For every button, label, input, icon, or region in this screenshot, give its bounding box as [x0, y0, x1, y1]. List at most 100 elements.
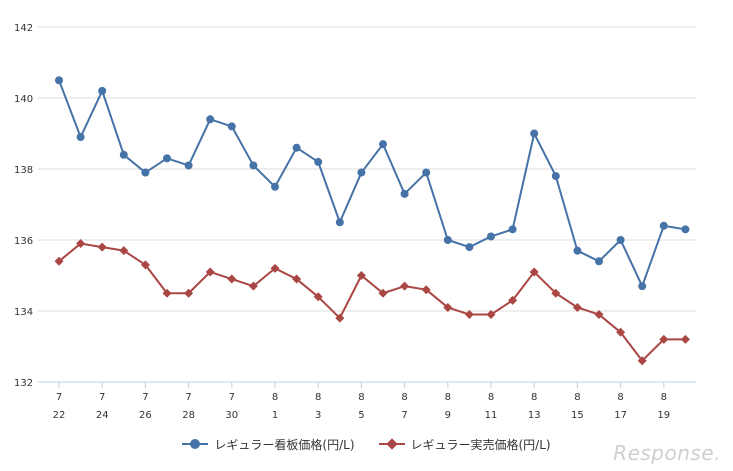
- data-point[interactable]: [119, 150, 128, 159]
- data-point[interactable]: [76, 133, 85, 142]
- data-point[interactable]: [379, 140, 387, 149]
- data-point[interactable]: [573, 246, 582, 255]
- x-tick-month: 8: [358, 392, 364, 403]
- x-tick-month: 8: [272, 392, 278, 403]
- x-tick-day: 1: [272, 410, 278, 421]
- data-point[interactable]: [465, 243, 474, 252]
- data-point[interactable]: [227, 274, 237, 284]
- data-point[interactable]: [594, 310, 604, 320]
- data-point[interactable]: [508, 225, 517, 234]
- data-point[interactable]: [616, 327, 626, 337]
- x-tick-month: 7: [229, 392, 235, 403]
- legend-item-jitsubai[interactable]: レギュラー実売価格(円/L): [378, 436, 551, 453]
- series-line: [58, 79, 686, 288]
- x-tick-day: 17: [614, 410, 627, 421]
- x-tick-month: 7: [185, 392, 191, 403]
- data-point[interactable]: [313, 292, 323, 302]
- y-tick-label: 134: [14, 307, 33, 318]
- data-point[interactable]: [421, 285, 431, 295]
- data-point[interactable]: [270, 263, 280, 273]
- data-point[interactable]: [357, 168, 366, 177]
- legend-label: レギュラー看板価格(円/L): [214, 437, 355, 452]
- data-point[interactable]: [184, 288, 194, 298]
- data-point[interactable]: [206, 115, 215, 124]
- x-tick-month: 7: [56, 392, 62, 403]
- x-axis: 7 22 7 24 7 26 7 28 7 30 8 1 8 3 8 5 8 7 8 9 8 11 8 13 8 15 8 17 8 19: [53, 382, 670, 421]
- data-point[interactable]: [400, 189, 409, 198]
- x-tick-day: 5: [358, 410, 364, 421]
- data-point[interactable]: [54, 256, 64, 266]
- data-point[interactable]: [97, 242, 107, 252]
- data-point[interactable]: [529, 267, 539, 277]
- data-point[interactable]: [681, 225, 690, 234]
- x-tick-month: 8: [315, 392, 321, 403]
- data-point[interactable]: [227, 122, 236, 131]
- data-point[interactable]: [551, 288, 561, 298]
- data-point[interactable]: [163, 154, 171, 163]
- data-point[interactable]: [659, 221, 668, 230]
- data-point[interactable]: [184, 161, 193, 170]
- x-tick-month: 8: [488, 392, 494, 403]
- x-tick-day: 13: [528, 410, 541, 421]
- data-point[interactable]: [119, 246, 129, 256]
- x-tick-month: 8: [445, 392, 451, 403]
- x-tick-month: 7: [99, 392, 105, 403]
- legend-item-kanban[interactable]: レギュラー看板価格(円/L): [182, 436, 355, 453]
- data-point[interactable]: [551, 172, 560, 181]
- x-tick-month: 7: [142, 392, 148, 403]
- y-tick-label: 140: [14, 94, 33, 105]
- data-point[interactable]: [378, 288, 388, 298]
- data-point[interactable]: [508, 295, 518, 305]
- data-point[interactable]: [292, 143, 301, 152]
- data-point[interactable]: [422, 168, 431, 177]
- x-tick-month: 8: [531, 392, 537, 403]
- data-point[interactable]: [443, 302, 453, 312]
- x-tick-month: 8: [661, 392, 667, 403]
- data-point[interactable]: [314, 157, 323, 166]
- data-point[interactable]: [443, 236, 452, 244]
- data-point[interactable]: [595, 257, 603, 266]
- data-point[interactable]: [55, 76, 63, 85]
- data-point[interactable]: [335, 218, 344, 227]
- data-point[interactable]: [98, 86, 107, 95]
- series-lines: [54, 76, 690, 366]
- x-tick-day: 15: [571, 410, 584, 421]
- data-point[interactable]: [572, 302, 582, 312]
- y-tick-label: 138: [14, 165, 33, 176]
- data-point[interactable]: [486, 310, 496, 320]
- y-tick-label: 136: [14, 236, 33, 247]
- x-tick-day: 9: [445, 410, 451, 421]
- data-point[interactable]: [141, 168, 150, 177]
- data-point[interactable]: [335, 313, 345, 323]
- data-point[interactable]: [616, 236, 625, 244]
- data-point[interactable]: [356, 271, 366, 280]
- x-tick-day: 24: [96, 410, 109, 421]
- data-point[interactable]: [530, 129, 539, 138]
- data-point[interactable]: [464, 310, 474, 320]
- grid-lines: [38, 26, 696, 383]
- data-point[interactable]: [637, 356, 647, 366]
- data-point[interactable]: [162, 288, 172, 298]
- data-point[interactable]: [205, 267, 215, 277]
- data-point[interactable]: [400, 281, 410, 291]
- legend: レギュラー看板価格(円/L) レギュラー実売価格(円/L): [0, 432, 733, 456]
- y-tick-label: 142: [14, 23, 33, 34]
- data-point[interactable]: [249, 161, 258, 170]
- data-point[interactable]: [76, 239, 86, 249]
- x-tick-month: 8: [401, 392, 407, 403]
- x-tick-day: 30: [225, 410, 238, 421]
- data-point[interactable]: [659, 334, 669, 344]
- data-point[interactable]: [140, 260, 150, 270]
- y-axis-ticks: 142 140 138 136 134 132: [14, 23, 33, 389]
- x-tick-day: 26: [139, 410, 152, 421]
- data-point[interactable]: [638, 282, 647, 291]
- data-point[interactable]: [487, 232, 495, 241]
- x-tick-day: 11: [485, 410, 498, 421]
- legend-swatch-circle: [182, 438, 209, 450]
- data-point[interactable]: [271, 182, 279, 191]
- data-point[interactable]: [680, 334, 690, 344]
- data-point[interactable]: [292, 274, 302, 284]
- x-tick-day: 7: [401, 410, 407, 421]
- data-point[interactable]: [248, 281, 258, 291]
